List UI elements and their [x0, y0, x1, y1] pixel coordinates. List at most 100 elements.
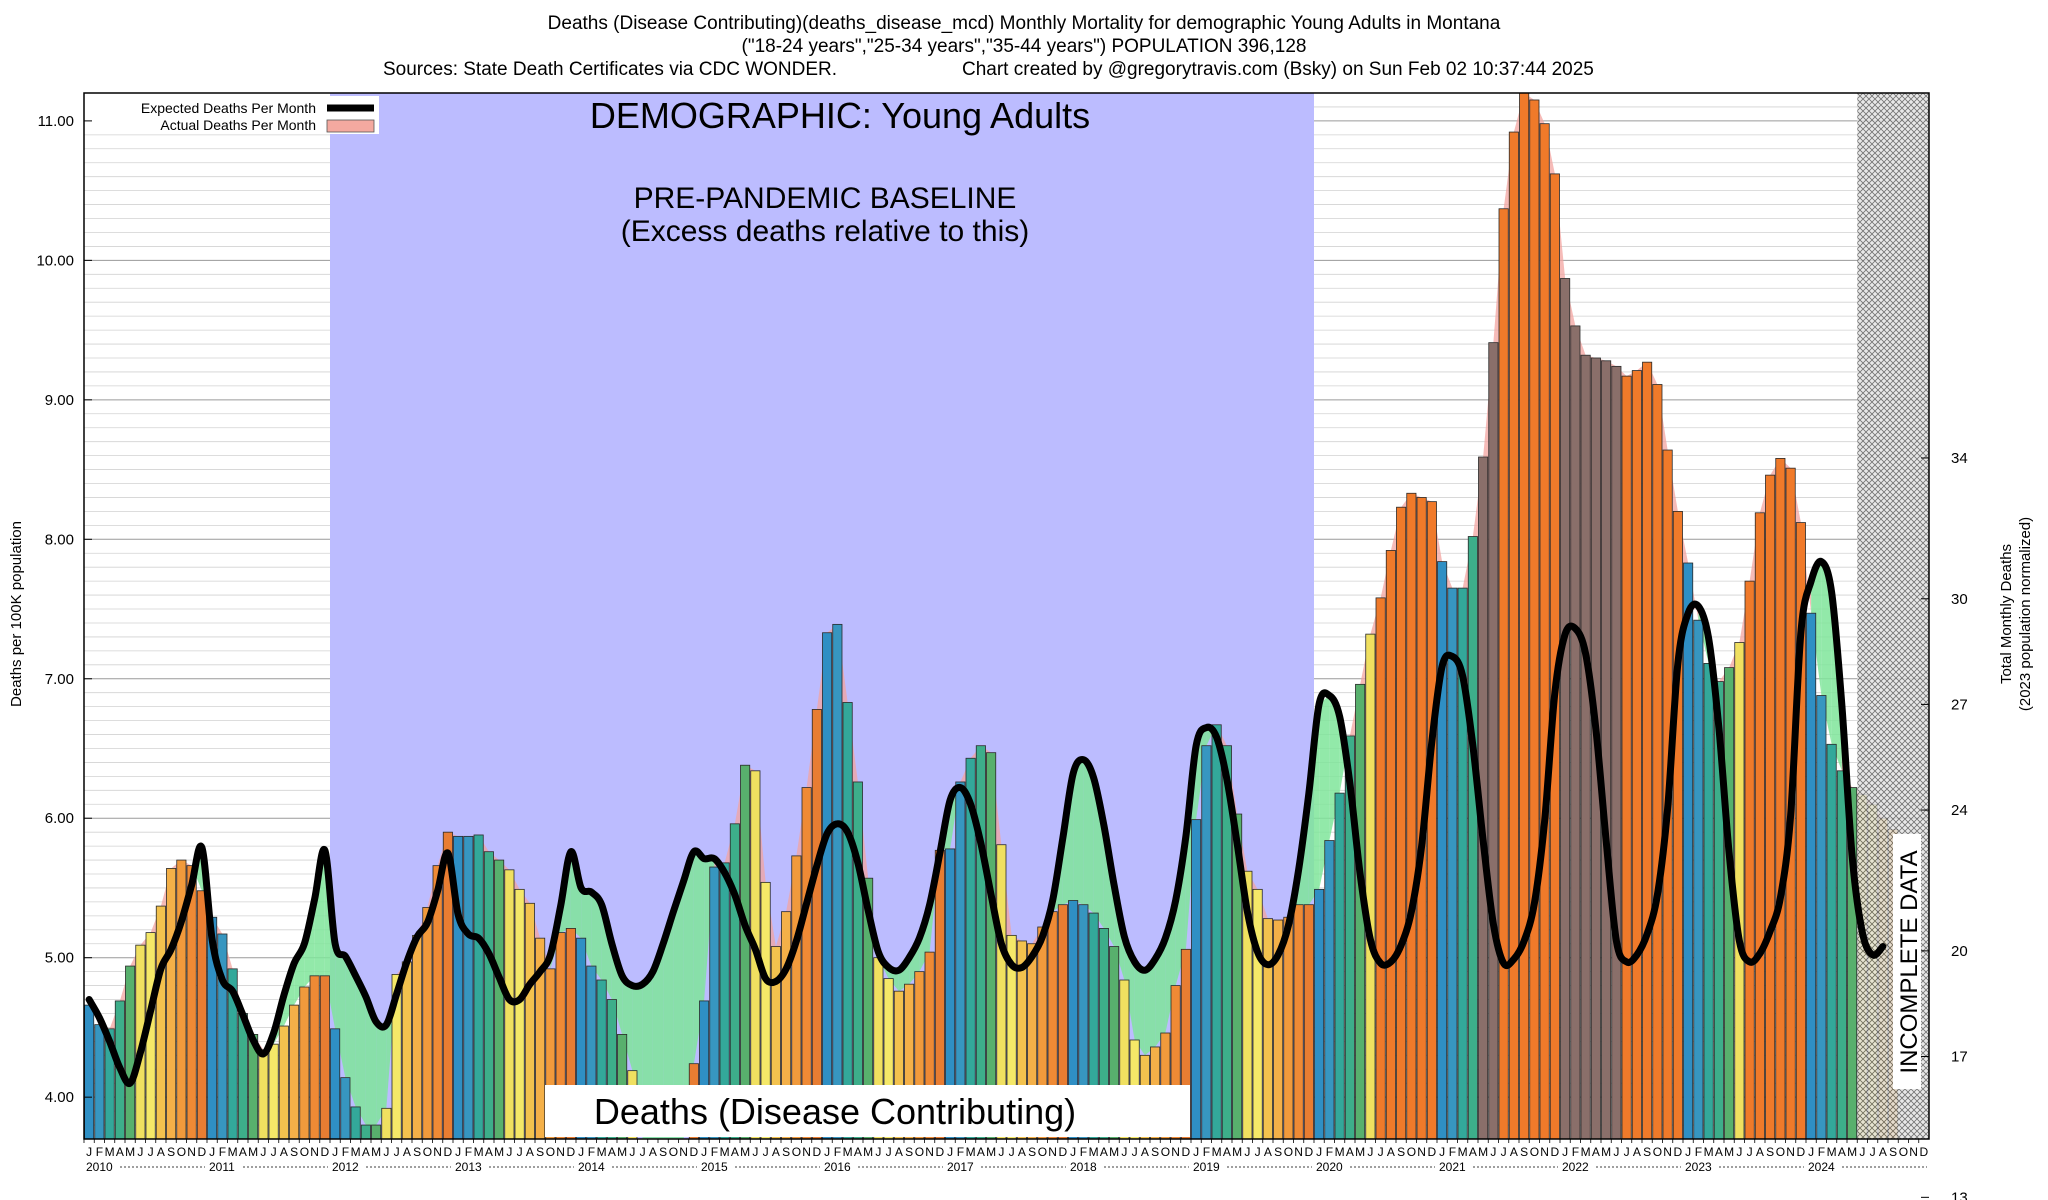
- x-month-label: O: [1407, 1145, 1416, 1159]
- x-month-label: N: [556, 1145, 565, 1159]
- bar: [340, 1077, 351, 1140]
- bar: [1836, 770, 1847, 1140]
- excess-fill-segment: [663, 911, 674, 1139]
- y-tick-label: 10.00: [36, 252, 74, 269]
- x-month-label: M: [228, 1145, 238, 1159]
- x-month-label: M: [843, 1145, 853, 1159]
- sources-text: Sources: State Death Certificates via CD…: [383, 59, 838, 80]
- x-month-label: J: [1490, 1145, 1496, 1159]
- x-month-label: O: [1161, 1145, 1170, 1159]
- x-month-label: J: [1316, 1145, 1322, 1159]
- x-month-label: D: [1797, 1145, 1806, 1159]
- x-month-label: S: [1766, 1145, 1774, 1159]
- x-month-label: M: [371, 1145, 381, 1159]
- bar: [1652, 384, 1663, 1140]
- x-month-label: M: [720, 1145, 730, 1159]
- x-month-label: J: [209, 1145, 215, 1159]
- bar: [330, 1028, 341, 1140]
- bar: [1683, 562, 1694, 1140]
- x-year-label: 2024: [1808, 1160, 1835, 1174]
- baseline-label-line2: (Excess deaths relative to this): [621, 215, 1030, 248]
- bar: [1539, 123, 1550, 1140]
- x-month-label: J: [332, 1145, 338, 1159]
- x-month-label: M: [1458, 1145, 1468, 1159]
- x-month-label: O: [177, 1145, 186, 1159]
- bar: [1570, 325, 1581, 1140]
- excess-fill-segment: [601, 904, 612, 1000]
- x-month-label: M: [125, 1145, 135, 1159]
- x-month-label: O: [1284, 1145, 1293, 1159]
- x-month-label: S: [782, 1145, 790, 1159]
- x-month-label: D: [936, 1145, 945, 1159]
- x-month-label: J: [1367, 1145, 1373, 1159]
- x-year-label: 2012: [332, 1160, 359, 1174]
- x-month-label: D: [444, 1145, 453, 1159]
- x-month-label: D: [1305, 1145, 1314, 1159]
- excess-fill-segment: [365, 996, 377, 1126]
- excess-fill-segment: [1134, 961, 1145, 1056]
- bar: [1601, 360, 1612, 1140]
- bar: [1744, 580, 1755, 1140]
- bar: [360, 1124, 371, 1140]
- x-month-label: J: [1562, 1145, 1568, 1159]
- x-month-label: M: [986, 1145, 996, 1159]
- x-month-label: M: [248, 1145, 258, 1159]
- x-month-label: A: [1100, 1145, 1108, 1159]
- chart-title: Deaths (Disease Contributing)(deaths_dis…: [547, 13, 1501, 34]
- bar: [1334, 792, 1345, 1140]
- x-month-label: J: [137, 1145, 143, 1159]
- y-tick-label: 5.00: [45, 950, 74, 967]
- bar: [1806, 612, 1817, 1140]
- x-month-label: F: [342, 1145, 349, 1159]
- x-month-label: M: [1581, 1145, 1591, 1159]
- bar: [483, 851, 494, 1140]
- legend: Expected Deaths Per Month Actual Deaths …: [84, 96, 379, 134]
- bar: [1293, 904, 1304, 1140]
- x-year-label: 2016: [824, 1160, 851, 1174]
- x-year-label: 2014: [578, 1160, 605, 1174]
- x-month-label: J: [629, 1145, 635, 1159]
- x-month-label: J: [1255, 1145, 1261, 1159]
- x-month-label: A: [772, 1145, 780, 1159]
- bar: [1314, 888, 1325, 1140]
- y-tick-label: 9.00: [45, 392, 74, 409]
- bar: [1775, 458, 1786, 1140]
- bar: [1324, 840, 1335, 1140]
- bar: [1765, 474, 1776, 1140]
- x-month-label: M: [1827, 1145, 1837, 1159]
- bar: [1488, 342, 1499, 1140]
- x-month-label: O: [423, 1145, 432, 1159]
- x-month-label: S: [1151, 1145, 1159, 1159]
- x-month-label: D: [1428, 1145, 1437, 1159]
- x-month-label: A: [1264, 1145, 1272, 1159]
- y-tick-label: 11.00: [38, 113, 74, 130]
- bar: [1508, 131, 1519, 1140]
- y2-axis-ticks: 13 17 20 24 27 30 34: [1921, 450, 1968, 1200]
- x-month-label: A: [526, 1145, 534, 1159]
- bar: [1375, 597, 1386, 1140]
- x-month-label: O: [1653, 1145, 1662, 1159]
- bar: [155, 905, 166, 1140]
- bar: [1498, 208, 1509, 1140]
- x-month-label: M: [966, 1145, 976, 1159]
- excess-fill-segment: [386, 974, 397, 1109]
- x-month-label: N: [1294, 1145, 1303, 1159]
- x-month-label: S: [1889, 1145, 1897, 1159]
- bar: [319, 975, 330, 1140]
- bar: [381, 1107, 392, 1140]
- excess-fill-segment: [345, 956, 356, 1107]
- excess-fill-segment: [1073, 759, 1084, 905]
- excess-fill-segment: [314, 850, 325, 976]
- y2-tick-label: 34: [1951, 450, 1968, 467]
- x-month-label: J: [1439, 1145, 1445, 1159]
- x-month-label: D: [1551, 1145, 1560, 1159]
- legend-swatch-actual: [326, 119, 375, 133]
- x-month-label: A: [403, 1145, 411, 1159]
- x-month-label: N: [1171, 1145, 1180, 1159]
- bar: [1631, 370, 1642, 1140]
- x-month-label: J: [1244, 1145, 1250, 1159]
- x-month-label: J: [1378, 1145, 1384, 1159]
- x-month-label: A: [977, 1145, 985, 1159]
- bar: [1642, 361, 1653, 1140]
- bar: [1621, 375, 1632, 1140]
